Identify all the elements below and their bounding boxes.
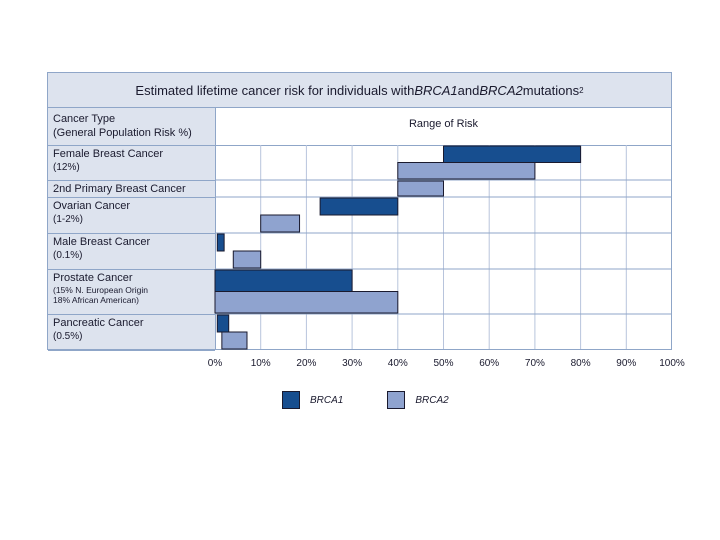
row-label-sub: 18% African American) (53, 295, 139, 305)
title-prefix: Estimated lifetime cancer risk for indiv… (135, 82, 415, 98)
header-row: Cancer Type (General Population Risk %) … (48, 108, 671, 146)
bar-brca2 (214, 291, 399, 314)
legend-label-brca2: BRCA2 (415, 394, 449, 406)
row-label: 2nd Primary Breast Cancer (48, 181, 215, 198)
row-label: Prostate Cancer (15% N. European Origin 18… (48, 270, 215, 315)
x-tick-label: 80% (571, 358, 591, 369)
bar-brca1 (443, 145, 582, 163)
x-tick-label: 90% (616, 358, 636, 369)
x-tick-label: 30% (342, 358, 362, 369)
row-label-sub: (1-2%) (53, 214, 84, 225)
row-label-sub: (12%) (53, 162, 80, 173)
header-cancer-type-sub: (General Population Risk %) (53, 127, 192, 139)
header-cancer-type: Cancer Type (General Population Risk %) (48, 108, 216, 145)
legend-swatch-brca1 (282, 391, 300, 409)
title-suffix: mutations (522, 82, 580, 98)
bar-brca1 (216, 314, 230, 333)
x-tick-label: 10% (251, 358, 271, 369)
header-range-of-risk: Range of Risk (408, 118, 479, 130)
title-footnote: 2 (579, 85, 584, 95)
header-cancer-type-title: Cancer Type (53, 113, 116, 125)
bar-brca2 (397, 180, 444, 197)
row-label: Female Breast Cancer (12%) (48, 146, 215, 181)
row-label-name: Pancreatic Cancer (53, 317, 144, 329)
row-label-name: Prostate Cancer (53, 272, 133, 284)
title-brca1: BRCA1 (414, 82, 458, 98)
x-tick-label: 100% (659, 358, 685, 369)
bar-brca2 (232, 250, 262, 269)
bar-brca2 (221, 331, 248, 350)
x-tick-label: 20% (296, 358, 316, 369)
legend-item-brca1: BRCA1 (282, 391, 343, 409)
row-labels: Female Breast Cancer (12%) 2nd Primary Bre… (48, 146, 216, 351)
bar-brca2 (260, 214, 301, 233)
legend-swatch-brca2 (387, 391, 406, 409)
row-label: Male Breast Cancer (0.1%) (48, 234, 215, 270)
row-label-name: Male Breast Cancer (53, 236, 151, 248)
x-tick-label: 70% (525, 358, 545, 369)
row-label: Pancreatic Cancer (0.5%) (48, 315, 215, 351)
x-tick-label: 50% (433, 358, 453, 369)
row-label: Ovarian Cancer (1-2%) (48, 198, 215, 234)
row-label-sub: (15% N. European Origin (53, 285, 148, 295)
chart-title: Estimated lifetime cancer risk for indiv… (48, 73, 671, 108)
x-tick-label: 60% (479, 358, 499, 369)
row-label-name: Ovarian Cancer (53, 200, 131, 212)
x-tick-label: 0% (208, 358, 223, 369)
bar-brca1 (216, 233, 225, 252)
bar-brca1 (214, 269, 353, 292)
legend: BRCA1 BRCA2 (282, 389, 449, 411)
row-label-sub: (0.1%) (53, 250, 83, 261)
bar-brca1 (319, 197, 399, 216)
legend-item-brca2: BRCA2 (387, 391, 449, 409)
row-label-name: 2nd Primary Breast Cancer (53, 183, 186, 195)
bar-brca2 (397, 162, 536, 180)
row-label-name: Female Breast Cancer (53, 148, 164, 160)
title-and: and (457, 82, 480, 98)
row-label-sub: (0.5%) (53, 331, 83, 342)
title-brca2: BRCA2 (479, 82, 523, 98)
x-tick-label: 40% (388, 358, 408, 369)
legend-label-brca1: BRCA1 (310, 394, 344, 406)
